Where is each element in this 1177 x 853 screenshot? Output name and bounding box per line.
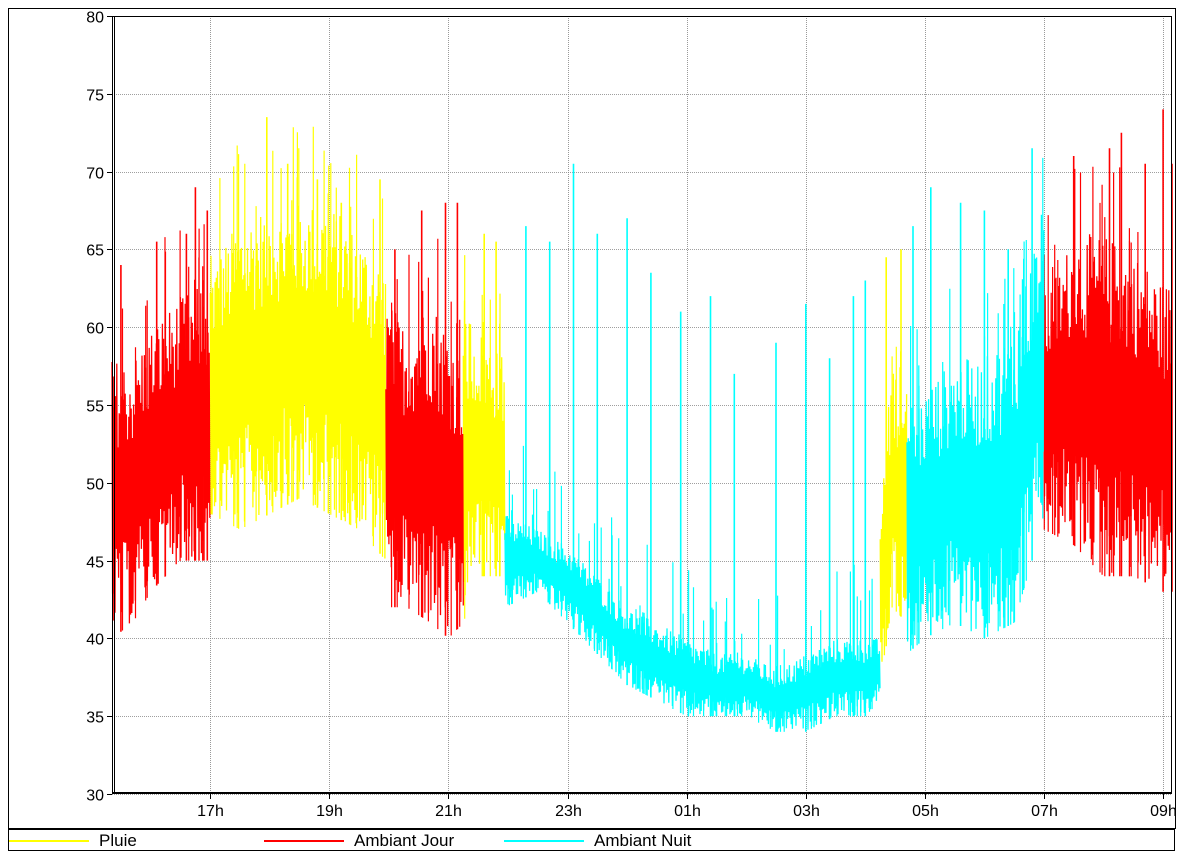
series-line — [1043, 234, 1173, 579]
x-tick-label: 17h — [197, 803, 224, 820]
y-tick-label: 60 — [86, 321, 104, 338]
x-tick-label: 05h — [912, 803, 939, 820]
y-tick-label: 50 — [86, 477, 104, 494]
x-tick-label: 23h — [555, 803, 582, 820]
y-tick-label: 70 — [86, 166, 104, 183]
series-ambiant-nuit — [504, 148, 1045, 732]
series-pluie — [209, 117, 908, 662]
x-tick-label: 07h — [1031, 803, 1058, 820]
series-line — [879, 373, 908, 662]
x-tick-label: 03h — [793, 803, 820, 820]
y-tick-label: 40 — [86, 632, 104, 649]
legend-label: Ambiant Nuit — [594, 831, 692, 850]
tick-labels: 30 35 40 45 50 55 60 65 70 75 80 17h 19h 21h 23h 01h 03h… — [86, 10, 1177, 821]
axes — [107, 16, 1172, 799]
series-line — [906, 214, 1045, 646]
y-tick-label: 80 — [86, 10, 104, 27]
series-line — [111, 288, 211, 624]
y-tick-label: 45 — [86, 555, 104, 572]
series-ambiant-jour — [111, 109, 1173, 636]
series-line — [504, 515, 881, 730]
x-tick-label: 01h — [674, 803, 701, 820]
legend-swatch-ambiant-nuit — [504, 840, 584, 842]
legend-item-ambiant-nuit: Ambiant Nuit — [504, 830, 691, 852]
y-tick-label: 75 — [86, 88, 104, 105]
series-layer — [111, 109, 1173, 732]
y-tick-label: 55 — [86, 399, 104, 416]
x-tick-label: 09h — [1150, 803, 1177, 820]
legend-label: Pluie — [99, 831, 137, 850]
legend-item-pluie: Pluie — [9, 830, 137, 852]
legend-label: Ambiant Jour — [354, 831, 455, 850]
y-tick-label: 30 — [86, 788, 104, 805]
x-tick-label: 21h — [435, 803, 462, 820]
legend-swatch-ambiant-jour — [264, 840, 344, 842]
legend-swatch-pluie — [9, 840, 89, 842]
x-tick-label: 19h — [316, 803, 343, 820]
legend-item-ambiant-jour: Ambiant Jour — [264, 830, 454, 852]
y-tick-label: 35 — [86, 710, 104, 727]
legend: Pluie Ambiant Jour Ambiant Nuit — [8, 829, 1175, 851]
plot-frame — [112, 16, 1172, 794]
y-tick-label: 65 — [86, 243, 104, 260]
series-line — [385, 310, 464, 627]
